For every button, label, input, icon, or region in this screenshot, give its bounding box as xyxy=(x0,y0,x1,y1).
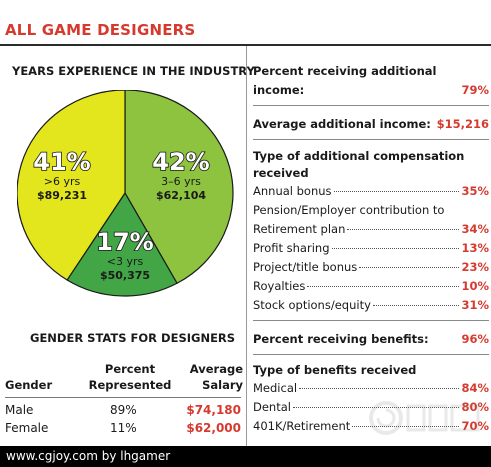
row-male-salary: $74,180 xyxy=(186,403,241,417)
gender-heading: GENDER STATS FOR DESIGNERS xyxy=(30,331,236,345)
pie-slice-label: 17%<3 yrs$50,375 xyxy=(95,227,154,282)
stats-rule xyxy=(253,320,489,321)
pie-range-label: 3–6 yrs xyxy=(161,175,201,188)
comp-item-value: 34% xyxy=(461,222,489,236)
pie-slice xyxy=(66,191,178,297)
comp-item-royalties: Royalties 10% xyxy=(253,279,489,295)
comp-item-value: 35% xyxy=(461,184,489,198)
comp-item-label: Annual bonus xyxy=(253,184,332,198)
row-male-percent: 89% xyxy=(110,403,137,417)
pie-slice-label: 41%>6 yrs$89,231 xyxy=(32,147,91,202)
dot-leader xyxy=(347,229,460,230)
pie-percent-label: 41% xyxy=(33,148,90,176)
benefit-item-medical: Medical 84% xyxy=(253,381,489,397)
additional-income-value: 79% xyxy=(461,83,489,97)
comp-item-retirement-plan: Retirement plan 34% xyxy=(253,222,489,238)
comp-item-value: 10% xyxy=(461,279,489,293)
benefit-item-dental: Dental 80% xyxy=(253,400,489,416)
row-female-salary: $62,000 xyxy=(186,421,241,435)
comp-item-label: Pension/Employer contribution to xyxy=(253,203,445,217)
comp-item-project-bonus: Project/title bonus 23% xyxy=(253,260,489,276)
dot-leader xyxy=(352,426,460,427)
benefit-item-value: 80% xyxy=(461,400,489,414)
benefit-types-heading: Type of benefits received xyxy=(253,363,417,377)
pie-salary-label: $50,375 xyxy=(100,269,150,282)
benefit-item-label: 401K/Retirement xyxy=(253,419,351,433)
avg-additional-value: $15,216 xyxy=(436,117,489,131)
comp-item-label: Royalties xyxy=(253,279,306,293)
page-title: ALL GAME DESIGNERS xyxy=(5,21,196,39)
pie-salary-label: $62,104 xyxy=(156,189,206,202)
pie-slice-label: 42%3–6 yrs$62,104 xyxy=(151,147,210,202)
dot-leader xyxy=(359,267,460,268)
dot-leader xyxy=(372,305,460,306)
dot-leader xyxy=(333,191,460,192)
comp-types-heading-2: received xyxy=(253,166,309,180)
pie-percent-label: 42% xyxy=(152,148,209,176)
additional-income-label-2: income: xyxy=(253,83,305,97)
dot-leader xyxy=(292,407,460,408)
comp-item-value: 13% xyxy=(461,241,489,255)
stats-rule xyxy=(253,139,489,140)
comp-item-label: Stock options/equity xyxy=(253,298,371,312)
title-divider xyxy=(0,44,491,46)
footer-bar: www.cgjoy.com by lhgamer xyxy=(0,446,491,467)
gender-col-header: Gender xyxy=(5,378,53,392)
comp-types-heading-1: Type of additional compensation xyxy=(253,149,465,163)
benefit-item-value: 84% xyxy=(461,381,489,395)
benefit-item-value: 70% xyxy=(461,419,489,433)
comp-item-value: 23% xyxy=(461,260,489,274)
pie-range-label: >6 yrs xyxy=(44,175,81,188)
pie-salary-label: $89,231 xyxy=(37,189,87,202)
avg-additional-label: Average additional income: xyxy=(253,117,431,131)
comp-item-label: Profit sharing xyxy=(253,241,330,255)
pie-range-label: <3 yrs xyxy=(107,255,144,268)
pie-percent-label: 17% xyxy=(96,228,153,256)
benefits-label: Percent receiving benefits: xyxy=(253,332,429,346)
row-female-gender: Female xyxy=(5,421,49,435)
dot-leader xyxy=(307,286,460,287)
gender-table-rule xyxy=(5,397,241,398)
salary-col-header-1: Average xyxy=(189,362,243,376)
comp-item-annual-bonus: Annual bonus 35% xyxy=(253,184,489,200)
additional-income-label-1: Percent receiving additional xyxy=(253,64,437,78)
pie-slice xyxy=(124,90,234,285)
benefit-item-label: Dental xyxy=(253,400,291,414)
benefits-value: 96% xyxy=(461,332,489,346)
benefit-item-label: Medical xyxy=(253,381,298,395)
row-female-percent: 11% xyxy=(110,421,137,435)
dot-leader xyxy=(331,248,460,249)
comp-item-label: Retirement plan xyxy=(253,222,346,236)
footer-credit: www.cgjoy.com by lhgamer xyxy=(6,449,171,463)
pie-slice xyxy=(17,90,126,281)
percent-col-header-1: Percent xyxy=(104,362,156,376)
row-male-gender: Male xyxy=(5,403,34,417)
dot-leader xyxy=(299,388,460,389)
percent-col-header-2: Represented xyxy=(88,378,172,392)
comp-item-pension: Pension/Employer contribution to xyxy=(253,203,489,219)
benefit-item-401k: 401K/Retirement 70% xyxy=(253,419,489,435)
column-divider xyxy=(246,46,247,446)
comp-item-value: 31% xyxy=(461,298,489,312)
comp-item-stock-options: Stock options/equity 31% xyxy=(253,298,489,314)
stats-rule xyxy=(253,354,489,355)
experience-pie-chart: 42% 3–6 yrs $62,104 17% <3 yrs $50,375 41% >6 y… xyxy=(17,90,237,300)
comp-item-profit-sharing: Profit sharing 13% xyxy=(253,241,489,257)
experience-heading: YEARS EXPERIENCE IN THE INDUSTRY xyxy=(12,64,255,78)
stats-rule xyxy=(253,105,489,106)
salary-col-header-2: Salary xyxy=(202,378,243,392)
watermark-logo-icon xyxy=(369,401,480,435)
comp-item-label: Project/title bonus xyxy=(253,260,358,274)
